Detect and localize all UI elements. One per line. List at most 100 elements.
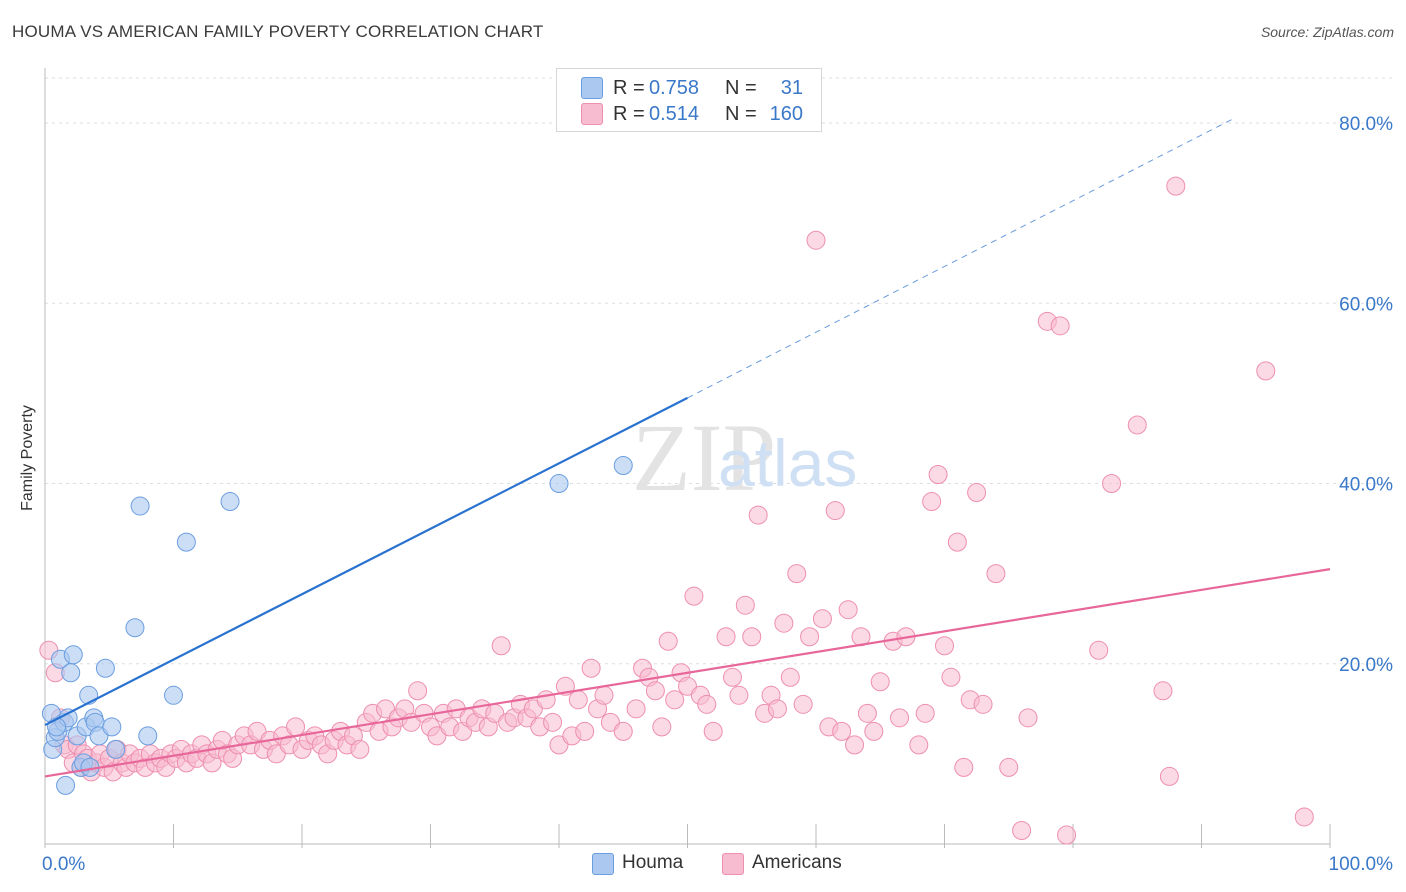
houma-point	[106, 739, 126, 759]
americans-point	[1050, 316, 1070, 336]
americans-trend-line	[44, 568, 1331, 778]
americans-point	[722, 667, 742, 687]
americans-point	[1057, 825, 1077, 845]
americans-point	[1256, 361, 1276, 381]
americans-point	[626, 699, 646, 719]
americans-point	[286, 717, 306, 737]
americans-point	[999, 757, 1019, 777]
watermark-atlas: atlas	[718, 426, 857, 500]
stats-legend: R = 0.758 N = 31 R = 0.514 N = 160	[556, 68, 822, 132]
chart-source: Source: ZipAtlas.com	[1260, 24, 1394, 40]
y-tick-label: 60.0%	[1339, 294, 1393, 315]
americans-point	[748, 505, 768, 525]
americans-legend-label: Americans	[752, 852, 842, 873]
americans-point	[832, 721, 852, 741]
x-tick-label: 0.0%	[42, 854, 85, 875]
houma-legend-label: Houma	[622, 852, 684, 873]
americans-point	[652, 717, 672, 737]
americans-point	[735, 595, 755, 615]
americans-point	[1012, 820, 1032, 840]
americans-point	[909, 735, 929, 755]
y-tick-label: 20.0%	[1339, 655, 1393, 676]
tick-labels: 20.0% 40.0% 60.0% 80.0% 0.0% 100.0%	[42, 114, 1393, 875]
americans-point	[806, 230, 826, 250]
houma-point	[61, 663, 81, 683]
americans-point	[857, 703, 877, 723]
houma-point	[220, 492, 240, 512]
americans-point	[973, 694, 993, 714]
americans-point	[922, 492, 942, 512]
americans-point	[729, 685, 749, 705]
americans-point	[1166, 176, 1186, 196]
americans-point	[665, 690, 685, 710]
houma-point	[164, 685, 183, 705]
americans-point	[1127, 415, 1147, 435]
y-tick-label: 80.0%	[1339, 114, 1393, 135]
americans-point	[491, 636, 511, 656]
americans-swatch	[581, 103, 603, 125]
americans-point	[575, 721, 595, 741]
americans-point	[774, 613, 794, 633]
gridlines	[45, 77, 1392, 665]
americans-point	[594, 685, 614, 705]
watermark-zip: ZIP	[632, 404, 776, 511]
legend-n-value: 160	[769, 103, 803, 125]
americans-point	[543, 712, 563, 732]
americans-points	[39, 176, 1314, 845]
houma-point	[125, 618, 145, 638]
houma-point	[63, 645, 83, 665]
americans-point	[967, 483, 987, 503]
americans-point	[697, 694, 717, 714]
americans-point	[928, 465, 948, 485]
americans-point	[767, 699, 787, 719]
houma-trend-extension	[687, 118, 1234, 399]
houma-point	[549, 474, 569, 494]
americans-point	[915, 703, 935, 723]
americans-swatch	[722, 853, 744, 875]
houma-point	[176, 532, 196, 552]
americans-point	[870, 672, 890, 692]
legend-n-label: N =	[725, 77, 757, 99]
americans-point	[787, 564, 807, 584]
houma-point	[102, 717, 122, 737]
americans-point	[793, 694, 813, 714]
watermark: ZIP atlas	[632, 404, 857, 511]
americans-point	[581, 658, 601, 678]
americans-point	[1153, 681, 1173, 701]
trend-lines	[44, 118, 1331, 778]
legend-r-value: 0.514	[649, 103, 700, 125]
chart-title: HOUMA VS AMERICAN FAMILY POVERTY CORRELA…	[12, 22, 544, 41]
americans-point	[864, 721, 884, 741]
houma-points	[41, 456, 633, 795]
legend-r-label: R =	[613, 103, 645, 125]
americans-point	[1102, 474, 1122, 494]
americans-point	[800, 627, 820, 647]
americans-point	[845, 735, 865, 755]
americans-point	[703, 721, 723, 741]
americans-point	[645, 681, 665, 701]
houma-point	[47, 717, 67, 737]
americans-point	[812, 609, 832, 629]
legend-n-value: 31	[780, 77, 803, 99]
americans-point	[350, 739, 370, 759]
americans-point	[825, 501, 845, 521]
houma-trend-line	[44, 396, 688, 727]
americans-point	[742, 627, 762, 647]
houma-swatch	[581, 77, 603, 99]
legend-r-value: 0.758	[649, 77, 700, 99]
americans-point	[780, 667, 800, 687]
americans-point	[658, 631, 678, 651]
americans-point	[568, 690, 588, 710]
americans-point	[684, 586, 704, 606]
americans-point	[947, 532, 967, 552]
houma-point	[130, 496, 150, 516]
americans-point	[890, 708, 910, 728]
americans-point	[954, 757, 974, 777]
legend-n-label: N =	[725, 103, 757, 125]
houma-point	[95, 658, 115, 678]
americans-point	[986, 564, 1006, 584]
americans-point	[935, 636, 954, 656]
americans-point	[408, 681, 428, 701]
americans-point	[716, 627, 736, 647]
